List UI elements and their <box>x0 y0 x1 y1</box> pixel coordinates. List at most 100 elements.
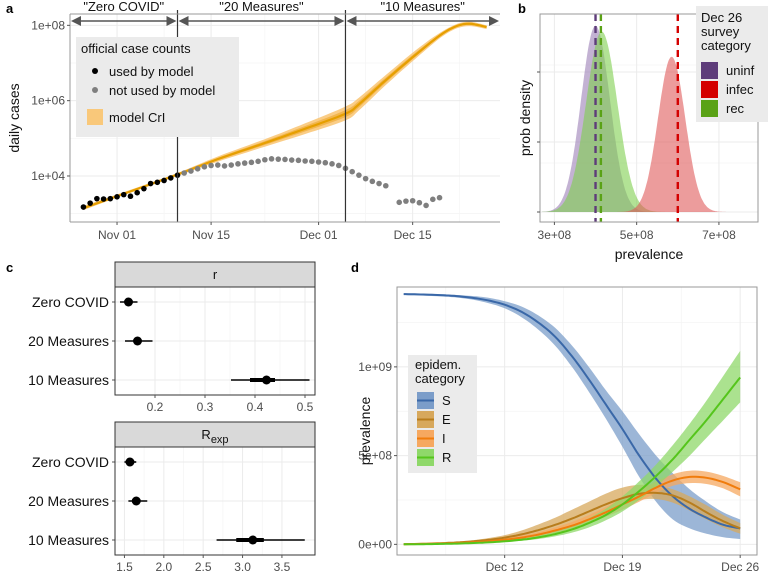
legend-key-infec <box>701 81 718 98</box>
phase-arrow-head-left <box>346 16 357 26</box>
point-not-used-by-model <box>436 194 443 201</box>
x-tick-label: Dec 01 <box>300 228 338 242</box>
point-not-used-by-model <box>255 158 261 165</box>
x-tick-label: 2.0 <box>155 560 172 573</box>
x-tick-label: Dec 12 <box>486 560 524 573</box>
point-not-used-by-model <box>248 159 255 166</box>
panel-c-r: r Zero COVID 20 Measures 10 Measures 0.2 0.3 0… <box>28 261 316 414</box>
point-not-used-by-model <box>194 166 201 172</box>
point-not-used-by-model <box>268 156 275 162</box>
median-line-R <box>403 376 741 546</box>
legend-title: official case counts <box>81 41 191 56</box>
point-not-used-by-model <box>409 197 416 204</box>
point-used-by-model <box>80 204 87 210</box>
point-used-by-model <box>120 191 127 198</box>
median-line-S <box>403 293 741 530</box>
legend-label-E: E <box>442 412 451 427</box>
legend-background <box>76 37 239 137</box>
facet-strip-label: r <box>213 267 218 282</box>
point-not-used-by-model <box>322 159 329 166</box>
plot-frame <box>114 286 316 396</box>
y-tick-label: 5e+08 <box>358 449 392 463</box>
x-tick-label: 5e+08 <box>620 228 654 242</box>
point-not-used-by-model <box>215 162 221 168</box>
point-not-used-by-model <box>201 164 208 170</box>
panel-d-prevalence: Dec 12 Dec 19 Dec 26 0e+00 5e+08 1e+09 prevale… <box>357 286 760 573</box>
phase-label: "20 Measures" <box>219 0 304 14</box>
point-not-used-by-model <box>309 158 315 165</box>
category-label: Zero COVID <box>32 294 109 310</box>
facet-strip-subscript: exp <box>211 434 229 446</box>
point-not-used-by-model <box>335 162 342 169</box>
y-tick-label: 1e+08 <box>31 18 65 32</box>
x-tick-label: 3.0 <box>234 560 251 573</box>
legend-key-used <box>92 68 98 74</box>
legend-key-not-used <box>92 87 98 93</box>
point-not-used-by-model <box>416 199 423 206</box>
point-not-used-by-model <box>282 156 288 163</box>
panel-label-d: d <box>351 260 359 275</box>
y-axis-title: prob density <box>517 80 533 156</box>
density-area-rec <box>542 31 746 212</box>
point-not-used-by-model <box>208 162 214 169</box>
y-tick-label: 1e+06 <box>31 94 65 108</box>
legend-title-line: Dec 26 <box>701 10 742 25</box>
x-tick-label: 0.5 <box>297 400 314 414</box>
x-tick-label: Nov 15 <box>192 228 230 242</box>
x-tick-label: 7e+08 <box>702 228 736 242</box>
point-not-used-by-model <box>356 172 362 178</box>
point-not-used-by-model <box>403 198 409 204</box>
panel-label-a: a <box>6 1 14 16</box>
legend-key-uninf <box>701 62 718 79</box>
point-not-used-by-model <box>349 168 355 175</box>
x-tick-label: 2.5 <box>195 560 212 573</box>
point-not-used-by-model <box>369 178 376 185</box>
point-used-by-model <box>147 180 154 187</box>
legend-label-I: I <box>442 431 446 446</box>
y-axis-title: prevalence <box>357 397 373 466</box>
plot-frame <box>114 446 316 556</box>
point-used-by-model <box>141 185 147 192</box>
legend-label-infec: infec <box>726 82 754 97</box>
point-not-used-by-model <box>295 157 302 164</box>
x-axis-title: prevalence <box>615 246 684 262</box>
point-used-by-model <box>114 194 120 200</box>
y-tick-label: 0e+00 <box>358 537 392 551</box>
phase-label: "10 Measures" <box>381 0 466 14</box>
legend-key-rec <box>701 100 718 117</box>
x-tick-label: Dec 15 <box>394 228 432 242</box>
point-used-by-model <box>154 179 161 186</box>
legend-label-model-cri: model CrI <box>109 110 165 125</box>
point-not-used-by-model <box>188 168 194 174</box>
phase-label: "Zero COVID" <box>83 0 164 14</box>
point-not-used-by-model <box>376 180 382 187</box>
point-not-used-by-model <box>430 196 436 203</box>
legend-title-line: category <box>415 371 465 386</box>
category-label: 10 Measures <box>28 532 109 548</box>
x-tick-label: 3e+08 <box>538 228 572 242</box>
point-not-used-by-model <box>302 158 308 164</box>
legend-label-used: used by model <box>109 64 194 79</box>
point-not-used-by-model <box>423 202 429 209</box>
point-used-by-model <box>100 196 107 202</box>
legend-title-line: epidem. <box>415 357 461 372</box>
y-tick-label: 1e+04 <box>31 169 65 183</box>
point-used-by-model <box>134 189 140 196</box>
legend-label-not-used: not used by model <box>109 83 215 98</box>
point-not-used-by-model <box>228 162 235 168</box>
point-estimate-2 <box>262 375 271 385</box>
point-not-used-by-model <box>275 156 282 162</box>
x-tick-label: 0.3 <box>197 400 214 414</box>
point-estimate-1 <box>133 336 142 346</box>
point-not-used-by-model <box>262 156 268 163</box>
point-not-used-by-model <box>362 175 369 182</box>
y-axis-title: daily cases <box>6 83 22 152</box>
point-not-used-by-model <box>241 160 248 166</box>
point-estimate-2 <box>248 535 258 545</box>
plot-frame-d <box>396 286 758 556</box>
point-not-used-by-model <box>288 157 295 163</box>
point-estimate-1 <box>131 496 141 506</box>
point-used-by-model <box>107 195 114 202</box>
